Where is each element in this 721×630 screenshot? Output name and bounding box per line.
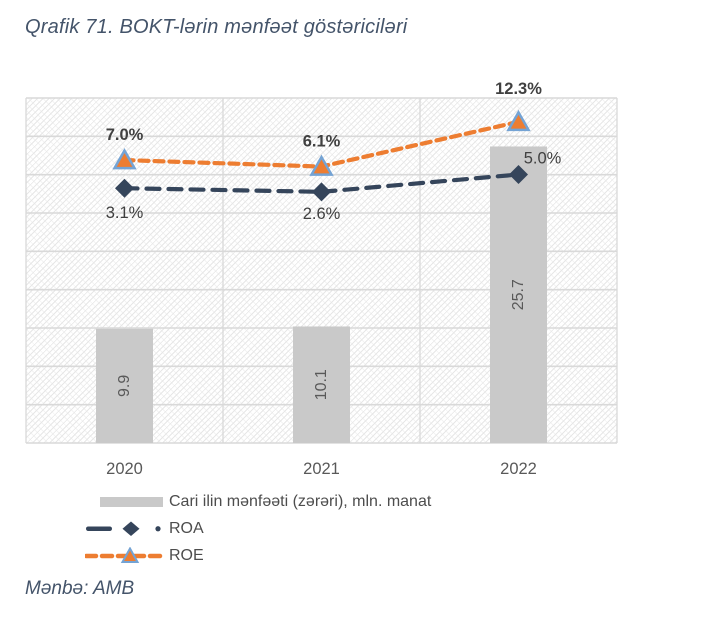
bar-label-2020: 9.9 (116, 375, 133, 397)
roa-label-2022: 5.0% (524, 150, 562, 168)
roe-marker-2022 (506, 109, 531, 132)
bar-2020 (96, 328, 153, 443)
roe-label-2021: 6.1% (303, 133, 341, 151)
legend-item-roa-label: ROA (169, 519, 204, 537)
bar-label-2021: 10.1 (313, 369, 330, 400)
roa-marker-2021 (312, 182, 331, 202)
roe-label-2022: 12.3% (495, 80, 542, 98)
legend: Cari ilin mənfəəti (zərəri), mln. manat … (85, 488, 431, 569)
legend-item-roe: ROE (85, 542, 431, 569)
legend-item-bar: Cari ilin mənfəəti (zərəri), mln. manat (85, 488, 431, 515)
combo-chart: 9.9 10.1 25.7 3.1% 2.6% 5.0% 7.0% 6.1% 12.3% 2020… (25, 80, 618, 478)
chart-title: Qrafik 71. BOKT-lərin mənfəət göstəricil… (25, 16, 408, 38)
bar-2022 (490, 146, 547, 443)
bar-series-swatch (100, 496, 163, 507)
roa-series-glyph (86, 521, 161, 536)
roa-marker-2022 (509, 165, 528, 185)
roe-marker-2020 (112, 148, 137, 170)
x-axis-label-2020: 2020 (106, 460, 143, 478)
x-axis-label-2022: 2022 (500, 460, 537, 478)
roa-label-2021: 2.6% (303, 205, 341, 223)
roe-series-glyph (85, 546, 165, 563)
source-note: Mənbə: AMB (25, 578, 135, 599)
roa-marker-2020 (115, 178, 134, 198)
legend-item-roe-label: ROE (169, 546, 204, 564)
legend-item-roa: ROA (85, 515, 431, 542)
legend-item-bar-label: Cari ilin mənfəəti (zərəri), mln. manat (169, 492, 432, 510)
bar-label-2022: 25.7 (510, 279, 527, 310)
roe-marker-2021 (309, 154, 334, 176)
x-axis-label-2021: 2021 (303, 460, 340, 478)
bar-2021 (293, 326, 350, 443)
roa-label-2020: 3.1% (106, 204, 144, 222)
roe-label-2020: 7.0% (106, 126, 144, 144)
